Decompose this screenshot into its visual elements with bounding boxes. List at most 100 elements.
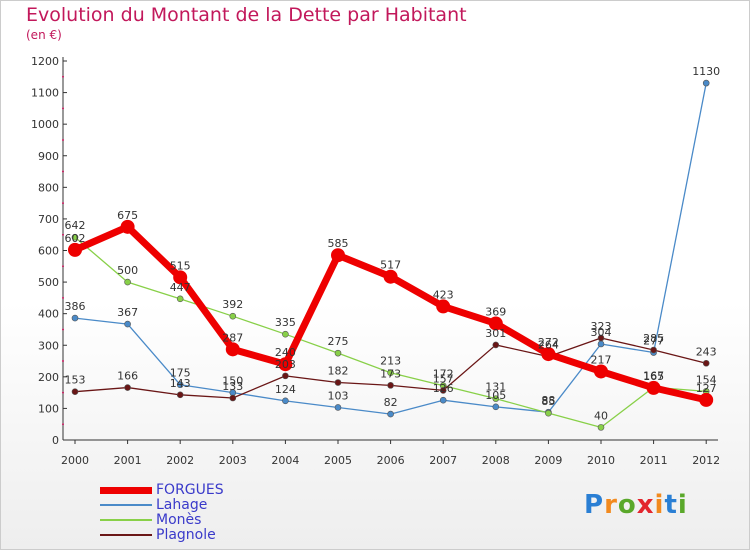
legend-item-mones: Monès xyxy=(100,512,300,528)
data-point-plagnole xyxy=(229,394,237,402)
y-minor-tick xyxy=(62,391,64,394)
y-minor-tick xyxy=(62,328,64,331)
legend-label-plagnole: Plagnole xyxy=(156,527,216,543)
data-point-plagnole xyxy=(597,334,605,342)
data-point-forgues xyxy=(541,347,556,362)
data-point-forgues xyxy=(646,380,661,395)
data-label-lahage: 126 xyxy=(433,382,454,395)
data-point-plagnole xyxy=(124,384,131,391)
x-tick-label: 2010 xyxy=(587,454,615,467)
data-point-monès xyxy=(334,349,342,357)
data-label-plagnole: 153 xyxy=(65,374,86,387)
data-label-plagnole: 157 xyxy=(433,372,454,385)
data-label-lahage: 82 xyxy=(384,396,398,409)
y-tick-label: 500 xyxy=(38,276,59,289)
logo-letter: P xyxy=(584,490,605,520)
data-point-monès xyxy=(492,395,500,402)
data-label-plagnole: 166 xyxy=(117,370,138,383)
x-tick-label: 2004 xyxy=(271,454,299,467)
data-label-forgues: 585 xyxy=(328,237,349,250)
legend-swatch-lahage xyxy=(100,504,152,506)
y-tick-label: 300 xyxy=(38,339,59,352)
y-minor-tick xyxy=(62,75,64,78)
logo-letter: i xyxy=(654,490,665,520)
data-point-lahage xyxy=(282,397,289,405)
data-point-monès xyxy=(282,330,289,338)
data-point-plagnole xyxy=(176,391,184,399)
data-point-plagnole xyxy=(492,341,500,349)
data-point-plagnole xyxy=(702,359,710,367)
data-label-monès: 172 xyxy=(433,368,454,381)
data-label-monès: 167 xyxy=(643,369,664,382)
y-minor-tick xyxy=(62,423,64,426)
data-point-forgues xyxy=(699,392,714,407)
data-label-forgues: 515 xyxy=(170,259,191,272)
chart-title: Evolution du Montant de la Dette par Hab… xyxy=(26,4,467,26)
data-label-forgues: 287 xyxy=(222,331,243,344)
data-label-forgues: 517 xyxy=(380,259,401,272)
data-point-forgues xyxy=(68,242,82,257)
x-tick-label: 2000 xyxy=(61,454,89,467)
y-minor-tick xyxy=(62,170,64,173)
logo-letter: o xyxy=(617,490,637,520)
data-label-monès: 447 xyxy=(170,281,191,294)
y-tick-label: 800 xyxy=(38,181,59,194)
data-label-plagnole: 143 xyxy=(170,377,191,390)
data-label-plagnole: 323 xyxy=(591,320,612,333)
data-label-plagnole: 243 xyxy=(696,345,717,358)
x-tick-label: 2003 xyxy=(219,454,247,467)
data-label-lahage: 175 xyxy=(170,367,191,380)
y-tick-label: 100 xyxy=(38,402,59,415)
y-tick-label: 1200 xyxy=(31,55,59,68)
x-tick-label: 2009 xyxy=(534,454,562,467)
logo-letter: i xyxy=(677,490,688,520)
data-label-forgues: 272 xyxy=(538,336,559,349)
data-point-lahage xyxy=(387,410,394,418)
y-minor-tick xyxy=(62,233,64,236)
x-tick-label: 2011 xyxy=(640,454,668,467)
data-point-plagnole xyxy=(71,388,79,395)
data-label-monès: 392 xyxy=(222,298,243,311)
data-label-lahage: 105 xyxy=(485,389,506,402)
data-point-lahage xyxy=(597,340,605,348)
data-point-forgues xyxy=(120,219,135,234)
logo-letter: r xyxy=(604,490,618,520)
data-label-monès: 85 xyxy=(541,395,555,408)
data-label-lahage: 386 xyxy=(65,300,86,313)
data-label-forgues: 675 xyxy=(117,209,138,222)
y-tick-label: 600 xyxy=(38,245,59,258)
data-point-plagnole xyxy=(334,379,342,386)
x-tick-label: 2007 xyxy=(429,454,457,467)
data-label-forgues: 127 xyxy=(696,382,717,395)
legend-label-mones: Monès xyxy=(156,512,202,528)
y-minor-tick xyxy=(62,265,64,268)
legend-swatch-forgues xyxy=(100,487,152,494)
data-point-forgues xyxy=(488,316,503,331)
x-tick-label: 2008 xyxy=(482,454,510,467)
data-point-monès xyxy=(124,278,131,286)
data-point-plagnole xyxy=(282,372,289,380)
y-tick-label: 1000 xyxy=(31,118,59,131)
logo-letter: t xyxy=(664,490,678,520)
y-minor-tick xyxy=(62,107,64,110)
data-point-monès xyxy=(229,312,237,320)
data-label-plagnole: 133 xyxy=(222,380,243,393)
data-point-forgues xyxy=(331,248,345,263)
y-minor-tick xyxy=(62,296,64,299)
y-minor-tick xyxy=(62,202,64,205)
x-tick-label: 2012 xyxy=(692,454,720,467)
data-label-plagnole: 301 xyxy=(485,327,506,340)
data-point-monès xyxy=(387,369,394,377)
data-label-monès: 40 xyxy=(594,409,608,422)
data-point-forgues xyxy=(383,269,398,284)
y-minor-tick xyxy=(62,138,64,141)
y-tick-label: 1100 xyxy=(31,87,59,100)
y-tick-label: 0 xyxy=(52,434,59,447)
data-label-lahage: 1130 xyxy=(692,65,720,78)
data-point-monès xyxy=(176,295,184,303)
data-label-lahage: 150 xyxy=(222,375,243,388)
data-label-forgues: 369 xyxy=(485,305,506,318)
y-tick-label: 400 xyxy=(38,308,59,321)
x-tick-label: 2006 xyxy=(377,454,405,467)
